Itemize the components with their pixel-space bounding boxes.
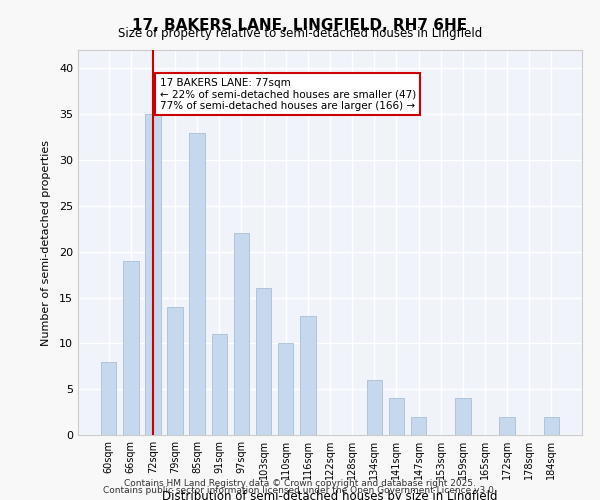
Text: 17, BAKERS LANE, LINGFIELD, RH7 6HE: 17, BAKERS LANE, LINGFIELD, RH7 6HE <box>133 18 467 32</box>
Bar <box>212 334 227 435</box>
Bar <box>145 114 161 435</box>
Bar <box>455 398 470 435</box>
Bar <box>544 416 559 435</box>
Bar <box>300 316 316 435</box>
Bar <box>389 398 404 435</box>
Bar <box>256 288 271 435</box>
Bar <box>367 380 382 435</box>
Bar <box>190 132 205 435</box>
Bar <box>499 416 515 435</box>
Bar <box>278 344 293 435</box>
Text: Size of property relative to semi-detached houses in Lingfield: Size of property relative to semi-detach… <box>118 28 482 40</box>
Text: Contains public sector information licensed under the Open Government Licence v3: Contains public sector information licen… <box>103 486 497 495</box>
Bar <box>167 306 183 435</box>
X-axis label: Distribution of semi-detached houses by size in Lingfield: Distribution of semi-detached houses by … <box>162 490 498 500</box>
Text: 17 BAKERS LANE: 77sqm
← 22% of semi-detached houses are smaller (47)
77% of semi: 17 BAKERS LANE: 77sqm ← 22% of semi-deta… <box>160 78 416 110</box>
Bar <box>411 416 426 435</box>
Text: Contains HM Land Registry data © Crown copyright and database right 2025.: Contains HM Land Registry data © Crown c… <box>124 478 476 488</box>
Bar <box>101 362 116 435</box>
Bar <box>123 261 139 435</box>
Bar <box>234 234 249 435</box>
Y-axis label: Number of semi-detached properties: Number of semi-detached properties <box>41 140 50 346</box>
